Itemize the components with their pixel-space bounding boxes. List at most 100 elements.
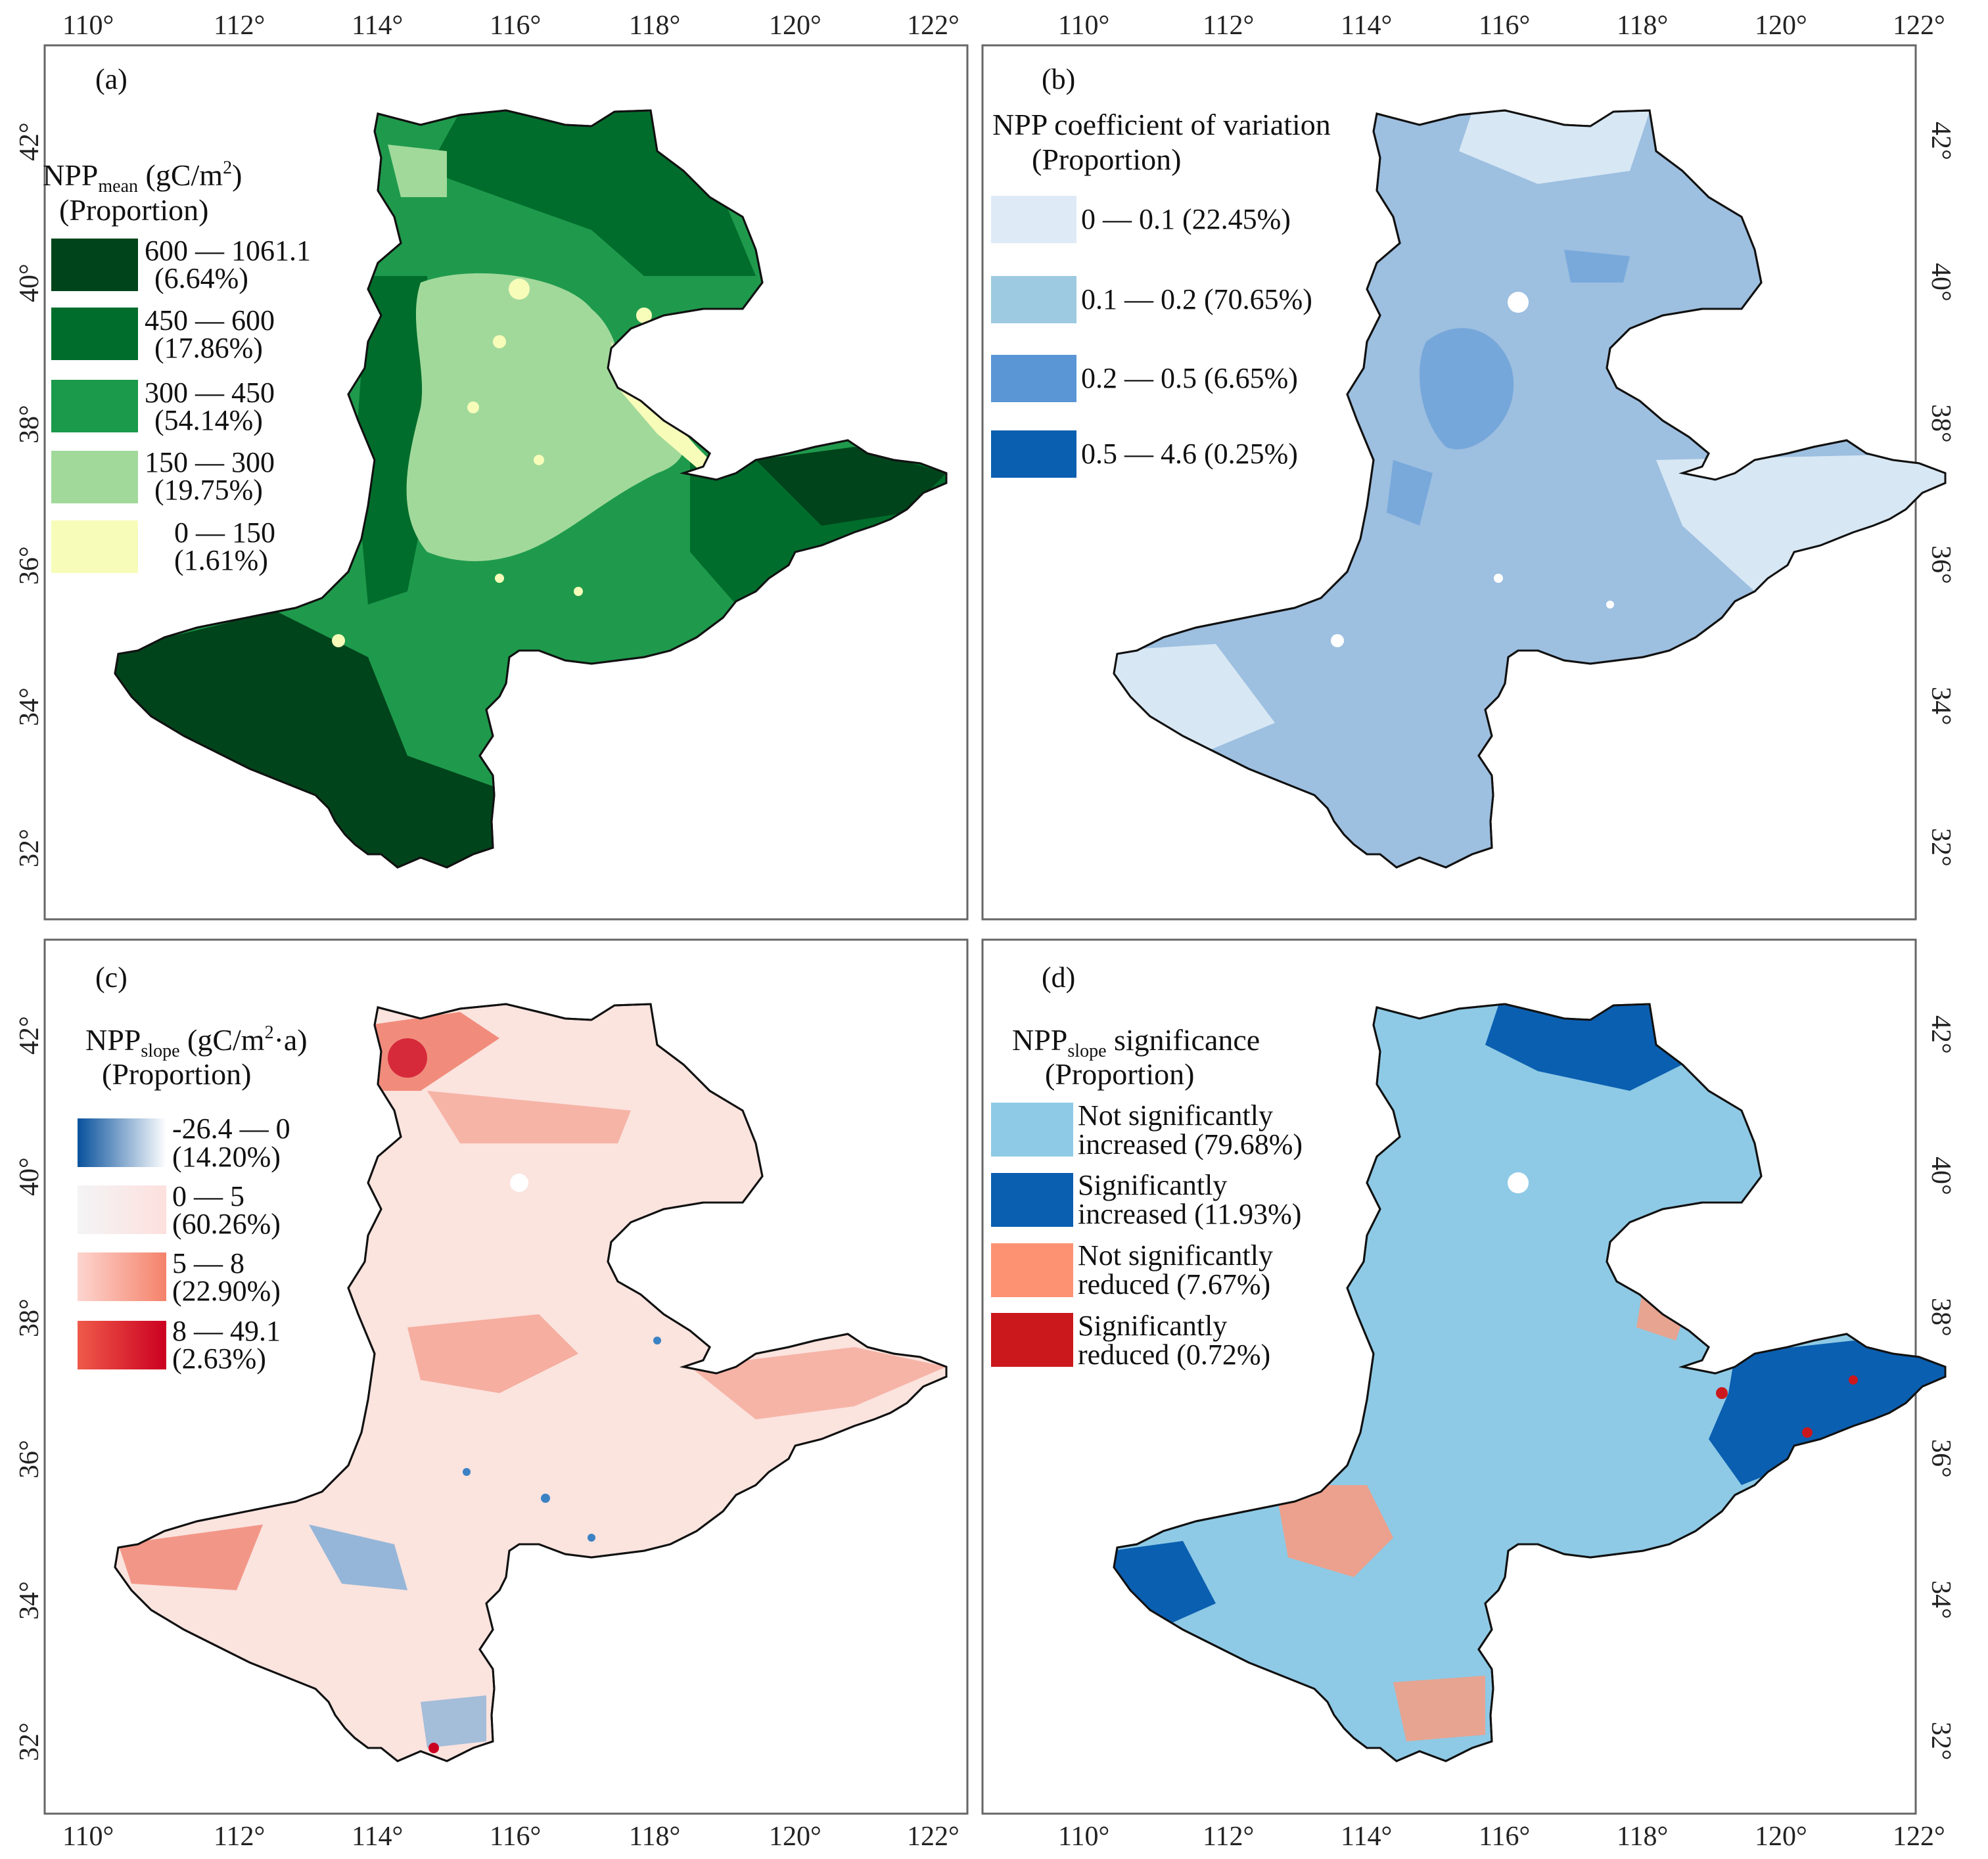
coastal-pale [611,342,716,473]
legend-d-line1-1: Significantly [1078,1169,1227,1201]
lon-tick-top-left: 116° [490,11,541,41]
panel-c-map [114,1003,948,1762]
panel-a-frame [43,44,969,921]
lat-tick-left-bottom: 40° [14,1157,45,1196]
legend-b-subtitle: (Proportion) [1032,143,1181,176]
slope-neg-central [309,1525,407,1590]
legend-a-swatch-1 [51,308,138,360]
sig-inc-north [1485,1005,1682,1091]
lon-tick-bottom-right: 122° [1893,1822,1945,1852]
slope-high-north [427,1091,631,1143]
lat-tick-right-bottom: 36° [1926,1439,1956,1478]
slope-high-west [118,1525,263,1590]
lon-tick-top-left: 112° [214,11,265,41]
npp-very-high-southwest [115,611,499,867]
legend-b-swatch-2 [991,355,1076,402]
cv-mid-1 [1420,328,1514,449]
lat-tick-left-bottom: 36° [14,1440,45,1479]
lon-tick-top-right: 110° [1058,11,1109,41]
lon-tick-bottom-right: 118° [1617,1822,1668,1852]
legend-a-pct-1: (17.86%) [154,332,263,364]
lon-tick-bottom-left: 118° [629,1822,680,1852]
legend-a-title: NPPmean (gC/m2) [43,158,242,196]
legend-c-swatch-0 [78,1118,166,1167]
lon-tick-top-left: 120° [769,11,821,41]
legend-d-title: NPPslope significance [1012,1023,1260,1061]
legend-b-swatch-0 [991,196,1076,243]
lon-tick-top-right: 112° [1203,11,1254,41]
legend-a-pct-0: (6.64%) [154,262,248,294]
legend-a-swatch-0 [51,239,138,291]
legend-c-pct-3: (2.63%) [172,1343,266,1375]
legend-d-line1-0: Not significantly [1078,1099,1273,1132]
lon-tick-top-right: 118° [1617,11,1668,41]
lat-tick-left-bottom: 34° [14,1581,45,1620]
lon-tick-bottom-left: 114° [352,1822,403,1852]
legend-c-pct-2: (22.90%) [172,1275,281,1307]
lat-tick-right-top: 36° [1926,545,1956,584]
lat-tick-right-top: 38° [1926,404,1956,443]
legend-b-text-1: 0.1 — 0.2 (70.65%) [1081,283,1312,315]
lon-tick-bottom-right: 120° [1755,1822,1807,1852]
legend-a-swatch-3 [51,451,138,503]
legend-d-subtitle: (Proportion) [1045,1057,1194,1091]
lon-tick-bottom-left: 122° [907,1822,959,1852]
panel-d-map [1113,1003,1947,1762]
lat-tick-left-bottom: 38° [14,1298,45,1337]
legend-d-line2-0: increased (79.68%) [1078,1128,1303,1160]
cv-low-north [1459,112,1650,184]
panel-c-label: (c) [95,961,127,994]
legend-d-line1-2: Not significantly [1078,1239,1273,1272]
cv-mid-3 [1387,460,1433,526]
lat-tick-right-bottom: 32° [1926,1722,1956,1760]
legend-c-pct-1: (60.26%) [172,1208,281,1240]
lon-tick-top-right: 122° [1893,11,1945,41]
lat-tick-right-top: 32° [1926,828,1956,867]
sig-inc-east [1709,1341,1945,1485]
legend-b-text-2: 0.2 — 0.5 (6.65%) [1081,362,1298,394]
slope-high-east [690,1347,946,1419]
legend-a-range-3: 150 — 300 [145,446,275,478]
lon-tick-bottom-left: 116° [490,1822,541,1852]
legend-d-line2-2: reduced (7.67%) [1078,1268,1270,1300]
panel-c-legend: (c) NPPslope (gC/m2·a) (Proportion) -26.… [78,961,308,1375]
legend-b-title: NPP coefficient of variation [992,108,1331,141]
npp-very-high-east [756,447,946,526]
legend-c-title: NPPslope (gC/m2·a) [85,1022,308,1061]
legend-a-subtitle: (Proportion) [59,193,208,227]
legend-b-swatch-1 [991,276,1076,323]
npp-low-north [388,145,447,197]
legend-c-swatch-1 [78,1185,166,1234]
lon-tick-bottom-left: 120° [769,1822,821,1852]
lat-tick-left-top: 42° [14,122,45,161]
lat-tick-left-bottom: 32° [14,1722,45,1761]
legend-c-range-0: -26.4 — 0 [172,1113,290,1145]
slope-neg-south [421,1695,486,1748]
lon-tick-top-right: 120° [1755,11,1807,41]
legend-c-range-3: 8 — 49.1 [172,1315,281,1347]
legend-a-range-0: 600 — 1061.1 [145,235,311,267]
lat-tick-right-top: 40° [1926,263,1956,302]
not-sig-red-central [1275,1485,1393,1577]
panel-c-frame [43,938,969,1815]
lon-tick-top-left: 122° [907,11,959,41]
lon-tick-top-right: 114° [1341,11,1392,41]
panel-b-map [1113,109,1947,869]
lat-tick-left-top: 38° [14,405,45,444]
cv-mid-2 [1564,250,1630,283]
cv-low-east [1656,453,1945,591]
legend-a-swatch-2 [51,380,138,432]
lon-tick-bottom-left: 110° [62,1822,114,1852]
panel-d-label: (d) [1042,961,1075,994]
lon-tick-bottom-left: 112° [214,1822,265,1852]
lon-tick-top-left: 114° [352,11,403,41]
legend-c-swatch-3 [78,1321,166,1369]
panel-b-label: (b) [1042,63,1075,95]
legend-c-pct-0: (14.20%) [172,1141,281,1173]
panel-a-map [114,109,948,869]
legend-a-range-4: 0 — 150 [174,516,275,549]
legend-d-line2-1: increased (11.93%) [1078,1198,1301,1230]
lat-tick-left-top: 40° [14,264,45,302]
legend-c-swatch-2 [78,1252,166,1301]
